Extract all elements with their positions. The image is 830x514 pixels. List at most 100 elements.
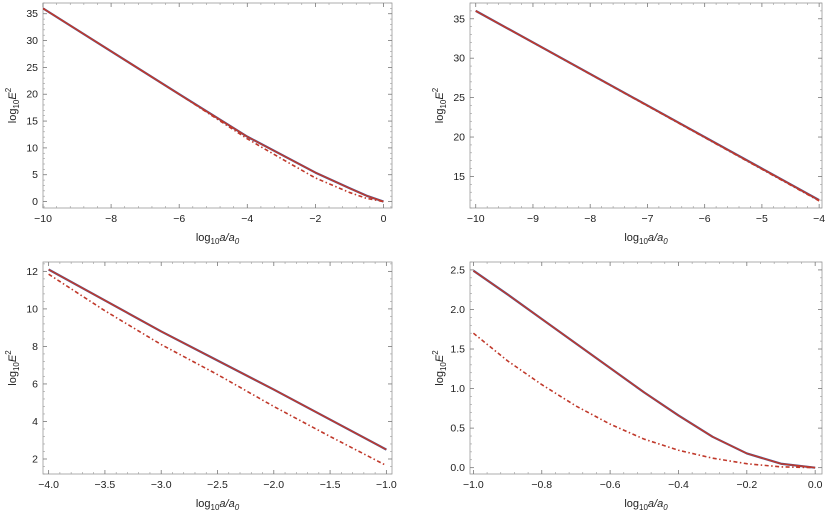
series-2-solid-line xyxy=(48,268,387,451)
y-label-E: E xyxy=(7,354,19,362)
y-label-log: log xyxy=(7,109,19,124)
y-label-base: 10 xyxy=(12,99,21,108)
y-tick-label: 25 xyxy=(453,92,465,104)
x-label-base: 10 xyxy=(639,237,648,246)
y-label-log: log xyxy=(434,109,446,124)
x-tick-label: −0.2 xyxy=(736,479,757,491)
x-tick-label: −4 xyxy=(241,213,253,225)
y-tick-label: 15 xyxy=(26,116,38,128)
series-3-dashed-line xyxy=(43,7,384,203)
series-2-solid-line xyxy=(43,7,384,203)
x-tick-label: −5 xyxy=(756,213,768,225)
y-tick-label: 2.0 xyxy=(450,304,465,316)
y-tick-label: 30 xyxy=(26,35,38,47)
y-tick-label: 8 xyxy=(32,341,38,353)
y-label-sup: 2 xyxy=(4,350,13,355)
x-label-sub: 0 xyxy=(663,237,668,246)
x-tick-label: −0.6 xyxy=(600,479,621,491)
x-label-a: a/a xyxy=(648,498,663,510)
y-tick-label: 2.5 xyxy=(450,264,465,276)
y-label-base: 10 xyxy=(12,362,21,371)
y-axis-label: log10E2 xyxy=(431,87,448,123)
x-label-a: a/a xyxy=(219,498,234,510)
y-axis-label: log10E2 xyxy=(431,350,448,386)
y-tick-label: 0 xyxy=(32,196,38,208)
x-tick-label: −1.0 xyxy=(463,479,484,491)
y-tick-label: 20 xyxy=(26,89,38,101)
x-axis-label: log10a/a0 xyxy=(196,498,240,512)
x-label-a: a/a xyxy=(648,232,663,244)
y-tick-label: 20 xyxy=(453,132,465,144)
x-label-sub: 0 xyxy=(235,503,240,512)
plot-panel-2: −10 −9 −8 −7 −6 −5 −41520253035log10a/a0log10E… xyxy=(431,2,825,246)
series-1-solid-line xyxy=(43,7,384,203)
y-tick-label: 1.0 xyxy=(450,383,465,395)
series-3-dashed-line xyxy=(472,332,816,469)
x-label-log: log xyxy=(196,232,211,244)
x-tick-label: −10 xyxy=(34,213,52,225)
y-tick-label: 0.5 xyxy=(450,423,465,435)
y-label-sup: 2 xyxy=(4,87,13,92)
y-label-sup: 2 xyxy=(431,350,440,355)
y-label-sup: 2 xyxy=(431,87,440,92)
x-tick-label: −10 xyxy=(467,213,485,225)
y-axis-label: log10E2 xyxy=(4,350,21,386)
x-tick-label: −1.5 xyxy=(320,479,341,491)
x-label-base: 10 xyxy=(211,237,220,246)
y-tick-label: 6 xyxy=(32,378,38,390)
plot-panel-4: −1.0 −0.8 −0.6 −0.4 −0.2 0.0 0.0 0.5 1.0 1.5 2.0 2.… xyxy=(431,261,823,512)
plot-frame xyxy=(42,2,393,209)
y-label-E: E xyxy=(7,92,19,100)
y-tick-label: 0.0 xyxy=(450,462,465,474)
x-tick-label: −4 xyxy=(813,213,825,225)
series-3-dashed-line xyxy=(475,10,820,202)
x-tick-label: −2.5 xyxy=(207,479,228,491)
x-label-base: 10 xyxy=(639,503,648,512)
y-label-log: log xyxy=(434,371,446,386)
y-tick-label: 1.5 xyxy=(450,344,465,356)
x-axis-label: log10a/a0 xyxy=(624,232,668,246)
x-axis-label: log10a/a0 xyxy=(196,232,240,246)
x-tick-label: 0.0 xyxy=(808,479,823,491)
series-3-dashed-line xyxy=(48,273,387,467)
plot-frame xyxy=(469,261,823,475)
plot-panel-3: −4.0 −3.5 −3.0 −2.5 −2.0 −1.5 −1.024681012log1… xyxy=(4,261,397,512)
x-tick-label: −7 xyxy=(641,213,653,225)
x-tick-label: −0.4 xyxy=(668,479,689,491)
x-tick-label: −9 xyxy=(527,213,539,225)
x-tick-label: −3.0 xyxy=(151,479,172,491)
y-tick-label: 15 xyxy=(453,171,465,183)
y-label-base: 10 xyxy=(439,362,448,371)
x-tick-label: 0 xyxy=(381,213,387,225)
plot-panel-1: −10 −8 −6 −4 −2 005101520253035log10a/a0log10… xyxy=(4,2,393,246)
x-tick-label: −2 xyxy=(309,213,321,225)
y-tick-label: 12 xyxy=(26,266,38,278)
y-tick-label: 35 xyxy=(453,13,465,25)
y-tick-label: 10 xyxy=(26,142,38,154)
x-tick-label: −4.0 xyxy=(38,479,59,491)
x-axis-label: log10a/a0 xyxy=(624,498,668,512)
x-label-base: 10 xyxy=(211,503,220,512)
x-label-a: a/a xyxy=(219,232,234,244)
x-tick-label: −0.8 xyxy=(531,479,552,491)
x-label-sub: 0 xyxy=(663,503,668,512)
y-tick-label: 25 xyxy=(26,62,38,74)
x-tick-label: −6 xyxy=(699,213,711,225)
x-label-log: log xyxy=(624,498,639,510)
x-label-sub: 0 xyxy=(235,237,240,246)
y-label-log: log xyxy=(7,371,19,386)
y-tick-label: 2 xyxy=(32,453,38,465)
y-label-E: E xyxy=(434,92,446,100)
y-axis-label: log10E2 xyxy=(4,87,21,123)
y-tick-label: 4 xyxy=(32,416,38,428)
x-tick-label: −1.0 xyxy=(376,479,397,491)
series-1-solid-line xyxy=(472,269,816,469)
series-2-solid-line xyxy=(472,270,816,469)
y-label-E: E xyxy=(434,354,446,362)
y-tick-label: 5 xyxy=(32,169,38,181)
x-tick-label: −8 xyxy=(584,213,596,225)
x-tick-label: −3.5 xyxy=(95,479,116,491)
x-label-log: log xyxy=(624,232,639,244)
x-tick-label: −6 xyxy=(173,213,185,225)
